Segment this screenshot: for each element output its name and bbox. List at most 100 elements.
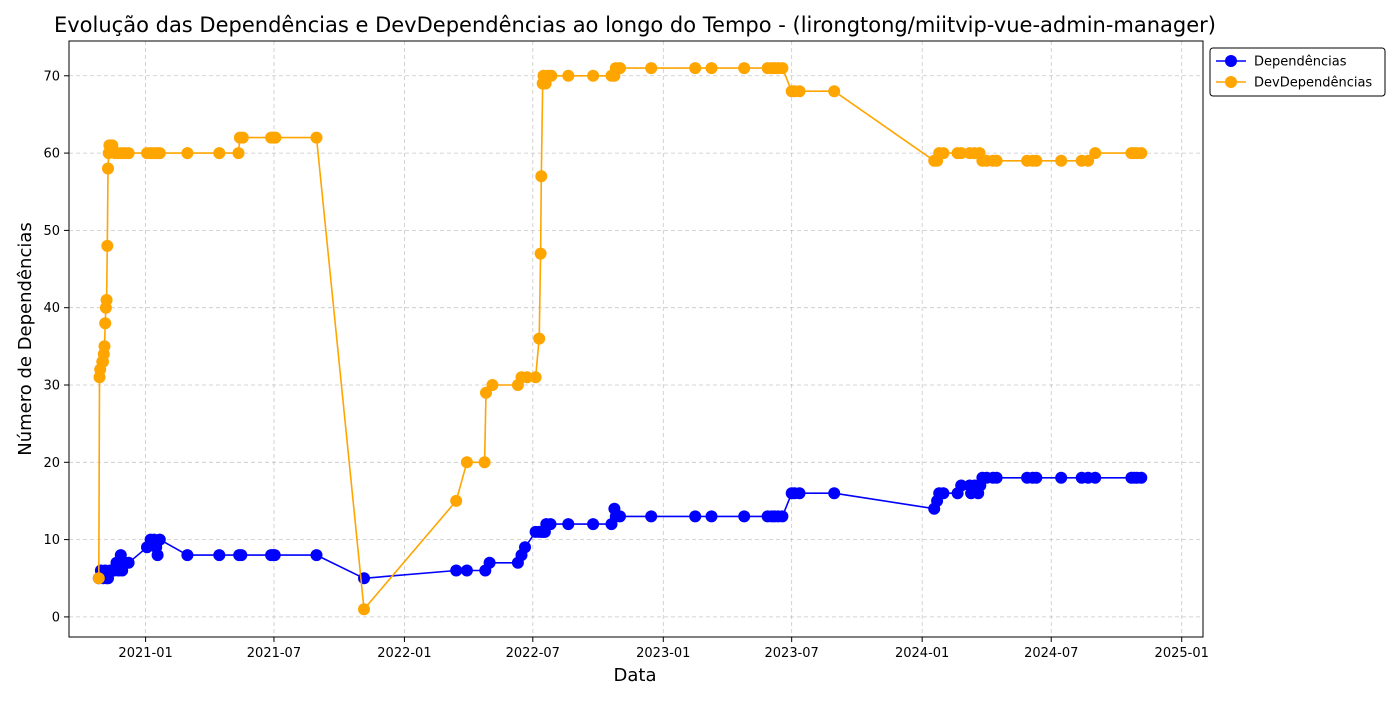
data-point [478, 456, 491, 469]
data-point [486, 379, 499, 391]
data-point [544, 518, 557, 531]
x-tick-label: 2024-01 [895, 646, 949, 661]
data-point [1055, 154, 1068, 167]
data-point [587, 69, 600, 82]
data-point [519, 541, 531, 554]
x-tick-label: 2022-01 [377, 646, 431, 661]
data-point [689, 62, 702, 75]
legend-marker [1225, 76, 1237, 88]
data-point [450, 564, 463, 577]
data-point [955, 147, 968, 160]
data-point [1055, 471, 1068, 484]
data-point [738, 62, 751, 75]
data-point [358, 603, 370, 616]
data-point [587, 518, 600, 531]
data-point [705, 510, 718, 523]
data-point [937, 147, 950, 160]
data-point [990, 154, 1003, 167]
y-tick-label: 70 [43, 69, 60, 84]
data-point [151, 549, 164, 562]
data-point [1089, 471, 1102, 484]
x-tick-label: 2023-01 [636, 646, 690, 661]
data-point [269, 131, 282, 144]
data-point [645, 510, 658, 523]
data-point [645, 62, 658, 75]
data-point [232, 147, 245, 160]
plot-frame [68, 40, 1204, 638]
data-point [268, 549, 281, 562]
data-point [990, 471, 1003, 484]
data-point [614, 510, 626, 523]
data-point [483, 556, 496, 569]
data-point [100, 294, 113, 306]
data-point [533, 332, 546, 345]
y-tick-label: 0 [52, 610, 60, 625]
data-point [793, 85, 806, 98]
data-point [153, 147, 166, 160]
grid-lines [69, 41, 1203, 637]
plot-area [92, 62, 1148, 616]
data-point [101, 239, 114, 252]
x-axis-label: Data [614, 665, 657, 686]
x-tick-label: 2021-01 [118, 646, 172, 661]
y-tick-label: 20 [43, 456, 60, 471]
data-point [450, 494, 463, 507]
data-point [529, 371, 542, 384]
data-point [235, 549, 248, 562]
data-point [153, 533, 166, 546]
chart-title: Evolução das Dependências e DevDependênc… [54, 13, 1216, 37]
legend-marker [1225, 55, 1237, 67]
data-point [310, 131, 323, 144]
data-point [937, 487, 950, 500]
x-tick-label: 2023-07 [765, 646, 819, 661]
data-point [1135, 471, 1148, 484]
data-point [955, 479, 968, 492]
y-tick-label: 40 [43, 301, 60, 316]
data-point [1030, 154, 1043, 167]
data-point [236, 131, 249, 144]
data-point [181, 147, 194, 160]
x-tick-label: 2024-07 [1024, 646, 1078, 661]
data-point [460, 564, 473, 577]
data-point [98, 340, 111, 353]
x-tick-label: 2025-01 [1155, 646, 1209, 661]
data-point [776, 62, 789, 75]
data-point [793, 487, 806, 500]
y-tick-label: 60 [43, 147, 60, 162]
data-point [213, 147, 226, 160]
legend-label: DevDependências [1254, 76, 1372, 91]
data-point [535, 170, 548, 183]
y-axis: 0 10 20 30 40 50 60 70 [43, 69, 69, 625]
data-point [310, 549, 323, 562]
data-point [1089, 147, 1102, 160]
x-axis: 2021-01 2021-07 2022-01 2022-07 2023-01 2023-… [118, 637, 1209, 661]
series-devdependencias [92, 62, 1148, 616]
data-point [1030, 471, 1043, 484]
data-point [828, 85, 841, 98]
y-tick-label: 10 [43, 533, 60, 548]
data-point [614, 62, 626, 75]
data-point [562, 518, 575, 531]
y-tick-label: 30 [43, 378, 60, 393]
data-point [213, 549, 226, 562]
data-point [521, 371, 534, 384]
data-point [99, 317, 112, 330]
data-point [562, 69, 575, 82]
legend-label: Dependências [1254, 55, 1347, 70]
data-point [738, 510, 751, 523]
data-point [705, 62, 718, 75]
data-point [122, 556, 135, 569]
x-tick-label: 2021-07 [247, 646, 301, 661]
data-point [102, 162, 114, 175]
data-point [545, 69, 558, 82]
data-point [181, 549, 194, 562]
y-axis-label: Número de Dependências [15, 222, 36, 456]
data-point [689, 510, 702, 523]
legend-box [1209, 47, 1386, 97]
x-tick-label: 2022-07 [506, 646, 560, 661]
data-point [122, 147, 135, 160]
data-point [1135, 147, 1148, 160]
